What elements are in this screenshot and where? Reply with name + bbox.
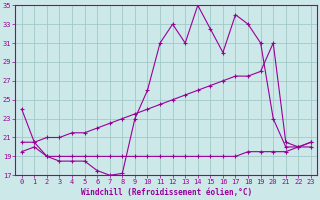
X-axis label: Windchill (Refroidissement éolien,°C): Windchill (Refroidissement éolien,°C) [81,188,252,197]
